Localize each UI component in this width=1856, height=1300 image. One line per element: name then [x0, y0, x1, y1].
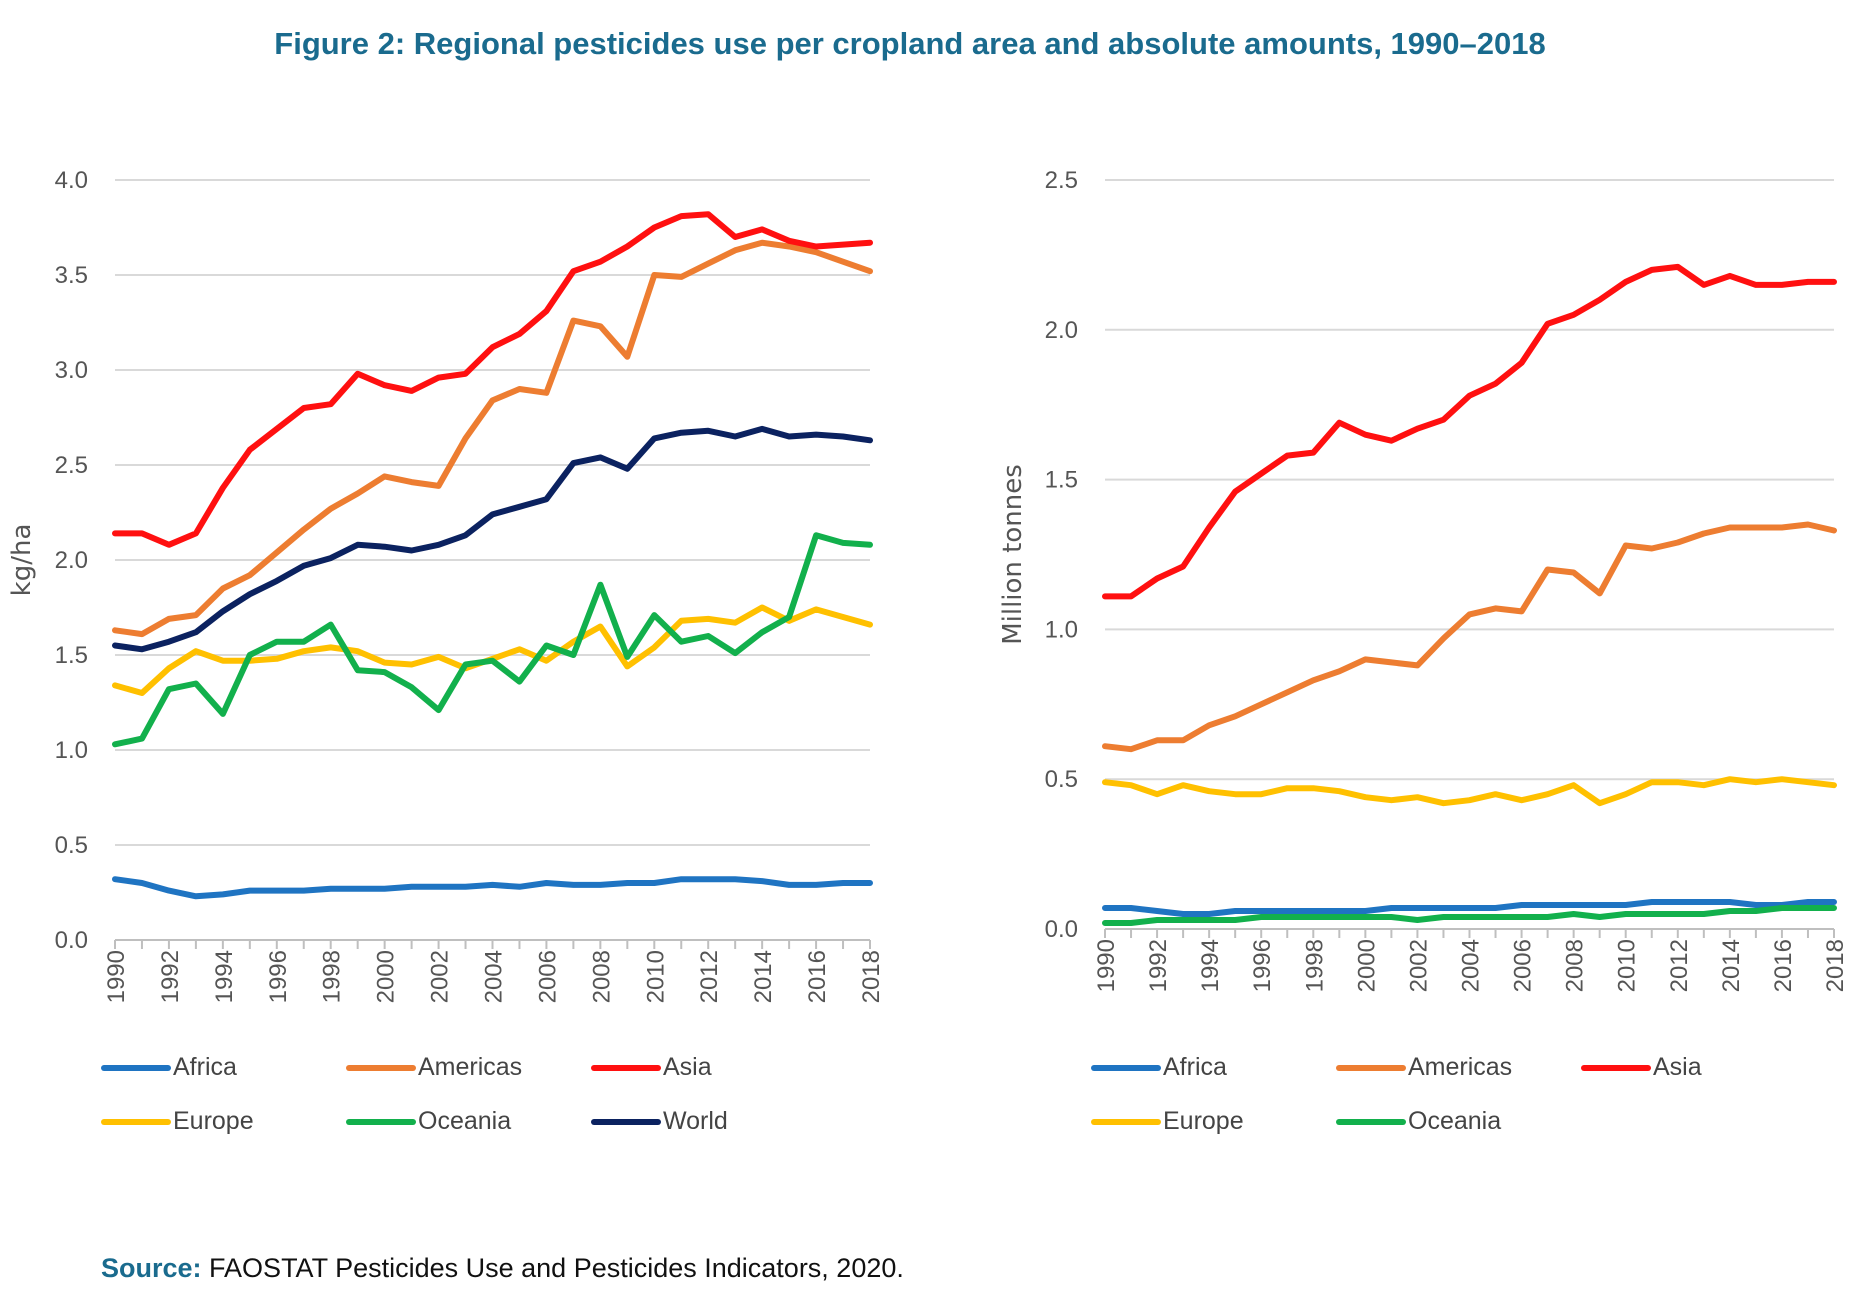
legend-item-oceania: Oceania [346, 1107, 511, 1136]
legend-label: Africa [173, 1053, 237, 1081]
x-tick-label: 1990 [103, 950, 130, 1003]
x-tick-label: 1994 [1197, 939, 1224, 992]
source-note: Source: FAOSTAT Pesticides Use and Pesti… [101, 1253, 904, 1284]
x-tick-label: 1998 [1301, 939, 1328, 992]
legend-item-oceania: Oceania [1336, 1107, 1501, 1136]
x-tick-label: 2006 [1510, 939, 1537, 992]
x-tick-label: 2004 [481, 950, 508, 1003]
legend-label: Asia [1653, 1053, 1702, 1081]
x-tick-label: 2018 [858, 950, 885, 1003]
series-line-asia [112, 211, 873, 548]
x-tick-label: 2000 [373, 950, 400, 1003]
x-tick-label: 2016 [804, 950, 831, 1003]
legend-item-europe: Europe [101, 1107, 254, 1136]
legend-label: Europe [173, 1107, 254, 1135]
y-tick-label: 0.5 [1045, 766, 1078, 793]
x-tick-label: 2008 [588, 950, 615, 1003]
legend-item-europe: Europe [1091, 1107, 1244, 1136]
y-axis-label: Million tonnes [998, 464, 1028, 645]
x-tick-label: 2010 [1614, 939, 1641, 992]
y-tick-label: 4.0 [55, 167, 88, 194]
y-tick-label: 1.5 [1045, 467, 1078, 494]
legend-item-africa: Africa [101, 1053, 237, 1082]
legend-item-africa: Africa [1091, 1053, 1227, 1082]
legend-item-americas: Americas [1336, 1053, 1512, 1082]
series-line-world [112, 425, 873, 653]
legend-swatch [1336, 1118, 1406, 1125]
source-label: Source: [101, 1253, 202, 1283]
chart-2: 0.0 0.5 1.0 1.5 2.0 2.5 1990 1992 1994 1996 1998 20… [998, 167, 1849, 992]
legend-label: Americas [418, 1053, 523, 1081]
legend-item-asia: Asia [1581, 1053, 1702, 1082]
legend-swatch [1091, 1064, 1161, 1071]
x-tick-label: 1994 [211, 950, 238, 1003]
legend-swatch [1091, 1118, 1161, 1125]
y-tick-label: 2.5 [1045, 167, 1078, 194]
legend-item-world: World [591, 1107, 728, 1136]
legend-swatch [591, 1064, 661, 1071]
y-tick-label: 2.0 [1045, 317, 1078, 344]
legend-label: Oceania [1408, 1107, 1502, 1135]
x-tick-label: 2000 [1353, 939, 1380, 992]
y-tick-label: 1.5 [55, 642, 88, 669]
x-tick-label: 2002 [427, 950, 454, 1003]
series-line-oceania [112, 532, 873, 748]
y-tick-label: 3.5 [55, 262, 88, 289]
x-tick-label: 1992 [157, 950, 184, 1003]
y-tick-label: 0.5 [55, 832, 88, 859]
legend-swatch [101, 1118, 171, 1125]
x-tick-label: 2008 [1562, 939, 1589, 992]
y-tick-label: 0.0 [55, 927, 88, 954]
x-tick-label: 2012 [696, 950, 723, 1003]
legend-swatch [591, 1118, 661, 1125]
x-tick-label: 1998 [319, 950, 346, 1003]
series-line-africa [112, 876, 873, 900]
x-tick-label: 2014 [1718, 939, 1745, 992]
series-line-africa [1102, 899, 1837, 917]
legend-swatch [1581, 1064, 1651, 1071]
y-tick-label: 3.0 [55, 357, 88, 384]
x-tick-label: 2012 [1666, 939, 1693, 992]
x-tick-label: 2004 [1458, 939, 1485, 992]
series-line-americas [112, 239, 873, 638]
legend-label: Americas [1408, 1053, 1513, 1081]
x-tick-label: 2016 [1770, 939, 1797, 992]
y-tick-label: 1.0 [1045, 616, 1078, 643]
legend-label: Europe [1163, 1107, 1244, 1135]
x-tick-label: 2002 [1405, 939, 1432, 992]
y-tick-label: 2.5 [55, 452, 88, 479]
legend-swatch [346, 1118, 416, 1125]
y-tick-label: 1.0 [55, 737, 88, 764]
legend-label: Asia [663, 1053, 712, 1081]
legend-swatch [101, 1064, 171, 1071]
legend-label: World [663, 1107, 728, 1135]
x-tick-label: 1996 [1249, 939, 1276, 992]
y-axis-label: kg/ha [7, 524, 37, 597]
legend-label: Oceania [418, 1107, 512, 1135]
legend-item-asia: Asia [591, 1053, 712, 1082]
legend-swatch [346, 1064, 416, 1071]
x-tick-label: 2006 [534, 950, 561, 1003]
x-tick-label: 2018 [1822, 939, 1849, 992]
legend-item-americas: Americas [346, 1053, 522, 1082]
series-line-asia [1102, 263, 1837, 600]
x-tick-label: 1992 [1145, 939, 1172, 992]
legend-swatch [1336, 1064, 1406, 1071]
x-tick-label: 1996 [265, 950, 292, 1003]
x-tick-label: 2014 [750, 950, 777, 1003]
y-tick-label: 0.0 [1045, 916, 1078, 943]
series-line-europe [1102, 776, 1837, 807]
series-line-oceania [1102, 905, 1837, 926]
series-line-europe [112, 604, 873, 696]
figure-title: Figure 2: Regional pesticides use per cr… [274, 26, 1546, 61]
legend-label: Africa [1163, 1053, 1227, 1081]
series-line-americas [1102, 521, 1837, 753]
chart-1: 0.0 0.5 1.0 1.5 2.0 2.5 3.0 3.5 4.0 1990 1992 1994 1… [7, 167, 885, 1003]
x-tick-label: 1990 [1093, 939, 1120, 992]
y-tick-label: 2.0 [55, 547, 88, 574]
source-text: FAOSTAT Pesticides Use and Pesticides In… [209, 1253, 904, 1283]
x-tick-label: 2010 [642, 950, 669, 1003]
